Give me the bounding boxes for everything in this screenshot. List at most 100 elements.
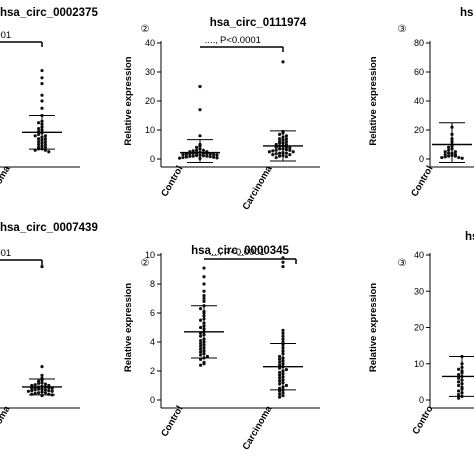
data-point bbox=[453, 154, 457, 158]
y-tick-label: 0 bbox=[419, 395, 424, 405]
data-point bbox=[191, 149, 195, 153]
data-point bbox=[33, 388, 37, 392]
data-point bbox=[281, 334, 285, 338]
data-point bbox=[281, 60, 285, 64]
y-tick-label: 20 bbox=[414, 125, 424, 135]
y-tick-label: 2 bbox=[150, 366, 155, 376]
data-point bbox=[278, 137, 282, 141]
data-point bbox=[199, 353, 203, 357]
panel-number: ③ bbox=[398, 258, 407, 269]
data-point bbox=[202, 289, 206, 293]
chart-panel-top-right: hs ③ 0 20 40 60 80 Relative expression Control bbox=[368, 7, 474, 199]
data-point bbox=[33, 391, 37, 396]
data-point bbox=[43, 134, 48, 138]
data-point bbox=[278, 151, 282, 155]
data-point bbox=[281, 265, 285, 269]
significance-dots: ...., bbox=[205, 35, 218, 46]
data-point bbox=[199, 363, 203, 367]
data-point bbox=[43, 142, 48, 147]
y-tick-label: 40 bbox=[145, 38, 155, 48]
data-point bbox=[43, 388, 48, 392]
y-tick-label: 30 bbox=[414, 286, 424, 296]
data-point bbox=[440, 155, 444, 160]
data-point bbox=[284, 383, 288, 388]
chart-panel-bottom-left: hsa_circ_0007439 Carcinoma 0001 bbox=[0, 222, 98, 452]
data-point bbox=[457, 392, 461, 397]
chart-panel-bottom-middle: hsa_circ_0000345 ② 0 2 4 6 8 10 Relative express… bbox=[123, 245, 320, 452]
data-point bbox=[281, 328, 285, 332]
data-point bbox=[26, 389, 30, 393]
data-point bbox=[43, 145, 48, 149]
data-point bbox=[457, 383, 461, 388]
data-point bbox=[50, 389, 54, 393]
data-point bbox=[278, 147, 282, 151]
y-tick-label: 20 bbox=[414, 323, 424, 333]
data-point bbox=[447, 148, 451, 152]
significance-dots: ...., bbox=[209, 247, 222, 258]
data-point bbox=[191, 154, 195, 158]
data-point bbox=[202, 299, 206, 303]
data-point bbox=[181, 155, 185, 160]
series-0 bbox=[442, 354, 474, 400]
data-point bbox=[43, 382, 48, 386]
data-point bbox=[278, 395, 282, 399]
data-point bbox=[288, 148, 292, 152]
y-tick-label: 8 bbox=[150, 279, 155, 289]
data-point bbox=[47, 150, 51, 154]
data-point bbox=[274, 152, 278, 156]
data-point bbox=[212, 153, 216, 157]
data-point bbox=[447, 151, 451, 155]
data-point bbox=[447, 145, 451, 149]
data-point bbox=[284, 148, 288, 152]
data-point bbox=[202, 282, 206, 286]
data-point bbox=[195, 145, 199, 149]
data-point bbox=[37, 132, 41, 136]
data-point bbox=[205, 154, 209, 158]
data-point bbox=[184, 152, 188, 156]
category-label: Carcinoma bbox=[241, 163, 275, 212]
data-point bbox=[278, 154, 282, 158]
y-axis-label: Relative expression bbox=[368, 283, 379, 372]
data-point bbox=[43, 391, 48, 395]
data-point bbox=[199, 338, 203, 343]
data-point bbox=[33, 134, 37, 138]
data-point bbox=[47, 388, 51, 393]
category-label: Carcinoma bbox=[0, 163, 13, 212]
data-point bbox=[278, 389, 282, 393]
data-point bbox=[457, 155, 461, 160]
data-point bbox=[201, 148, 205, 152]
data-point bbox=[40, 106, 44, 110]
data-point bbox=[40, 99, 44, 103]
data-point bbox=[278, 357, 282, 361]
data-point bbox=[40, 68, 44, 73]
data-point bbox=[199, 341, 203, 346]
data-point bbox=[208, 155, 212, 159]
data-point bbox=[447, 154, 451, 158]
data-point bbox=[457, 396, 461, 400]
data-point bbox=[199, 350, 203, 354]
data-point bbox=[199, 307, 203, 311]
significance-label: P<0.0001 bbox=[224, 247, 265, 258]
data-point bbox=[30, 388, 34, 393]
data-point bbox=[267, 150, 271, 154]
significance-label: 0001 bbox=[0, 30, 11, 41]
data-point bbox=[215, 153, 219, 157]
panel-number: ② bbox=[141, 258, 150, 269]
category-label: Carcinoma bbox=[241, 403, 275, 452]
data-point bbox=[43, 140, 48, 144]
data-point bbox=[37, 140, 41, 144]
chart-title: hsa_circ_0111974 bbox=[210, 17, 307, 29]
data-point bbox=[202, 362, 206, 366]
data-point bbox=[284, 155, 288, 159]
data-point bbox=[37, 391, 41, 395]
data-point bbox=[202, 266, 206, 270]
data-point bbox=[274, 148, 278, 152]
data-point bbox=[43, 137, 48, 141]
data-point bbox=[278, 382, 282, 386]
series-0 bbox=[22, 265, 62, 398]
data-point bbox=[278, 392, 282, 396]
data-point bbox=[37, 387, 41, 391]
chart-panel-top-middle: hsa_circ_0111974 ② 0 10 20 30 40 Relative expre… bbox=[123, 17, 320, 212]
data-point bbox=[33, 383, 37, 387]
